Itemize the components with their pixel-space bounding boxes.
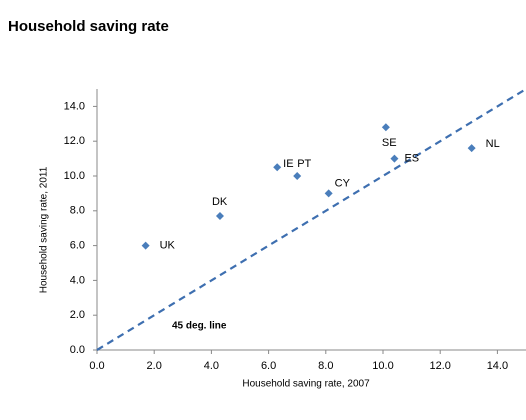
point-label: SE xyxy=(382,137,397,149)
point-label: UK xyxy=(160,240,176,252)
point xyxy=(293,172,302,180)
y-axis-title: Household saving rate, 2011 xyxy=(39,166,50,293)
x-tick-label: 2.0 xyxy=(147,360,162,372)
point xyxy=(324,189,333,198)
point-label: ES xyxy=(404,153,419,165)
point-label: NL xyxy=(486,138,500,150)
point-label: DK xyxy=(212,196,228,208)
y-tick-label: 12.0 xyxy=(64,135,85,147)
reference-line xyxy=(96,88,526,351)
x-axis-title: Household saving rate, 2007 xyxy=(242,379,370,390)
chart-title: Household saving rate xyxy=(8,18,169,35)
y-tick-label: 2.0 xyxy=(70,309,85,321)
x-tick-label: 10.0 xyxy=(372,360,393,372)
point xyxy=(215,212,224,221)
point xyxy=(141,241,150,250)
x-tick-label: 8.0 xyxy=(318,360,333,372)
y-tick-label: 6.0 xyxy=(70,240,85,252)
point xyxy=(390,154,399,163)
x-tick-label: 14.0 xyxy=(487,360,508,372)
y-tick-label: 4.0 xyxy=(70,274,85,286)
y-tick-label: 0.0 xyxy=(70,344,85,356)
point-label: CY xyxy=(335,177,351,189)
point-label: PT xyxy=(297,158,311,170)
point xyxy=(381,123,390,132)
y-tick-label: 10.0 xyxy=(64,170,85,182)
x-tick-label: 0.0 xyxy=(89,360,104,372)
annotation: 45 deg. line xyxy=(172,321,227,332)
x-tick-label: 6.0 xyxy=(261,360,276,372)
x-tick-label: 12.0 xyxy=(429,360,450,372)
point xyxy=(273,163,282,172)
y-tick-label: 8.0 xyxy=(70,205,85,217)
point-label: IE xyxy=(283,158,293,170)
y-tick-label: 14.0 xyxy=(64,100,85,112)
x-tick-label: 4.0 xyxy=(204,360,219,372)
point xyxy=(467,144,476,153)
